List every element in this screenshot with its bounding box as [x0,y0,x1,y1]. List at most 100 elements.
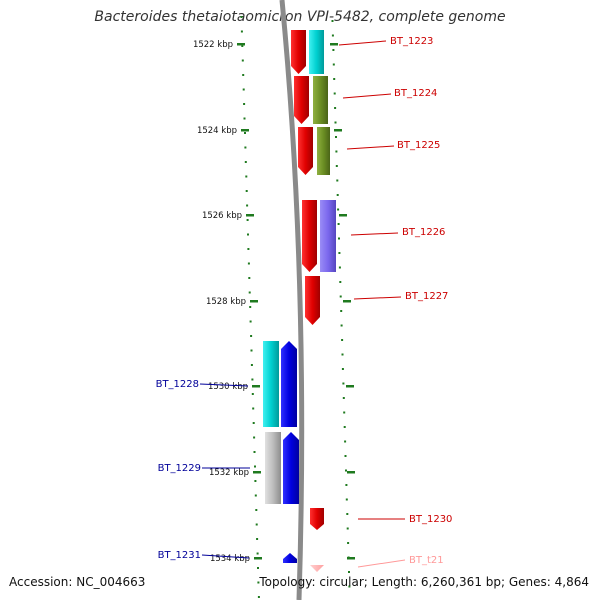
gene-bt-1228-leader-line [199,383,249,387]
gene-bt-1229-label[interactable]: BT_1229 [158,463,201,474]
minor-tick-dot [252,407,255,410]
minor-tick-dot [257,581,260,584]
minor-tick-dot [338,252,341,254]
major-tick [347,471,355,474]
minor-tick-dot [336,179,339,182]
minor-tick-dot [257,596,260,598]
genome-summary-text: Topology: circular; Length: 6,260,361 bp… [259,575,589,589]
gene-bt-1230-arrow[interactable] [310,508,324,530]
gene-bt-1228-arrow[interactable] [281,341,297,427]
major-tick [346,385,354,388]
gene-bt-t21-label[interactable]: BT_t21 [409,555,444,566]
gene-features [263,30,336,572]
minor-tick-dot [345,498,348,501]
minor-tick-dot [255,509,258,511]
gene-bt-1231-label[interactable]: BT_1231 [158,550,201,561]
minor-tick-dot [252,422,255,424]
minor-tick-dot [331,20,334,22]
minor-tick-dot [334,107,337,109]
gene-bt-1223-label[interactable]: BT_1223 [390,36,433,47]
minor-tick-dot [244,132,246,134]
gene-bt-1224-label[interactable]: BT_1224 [394,88,437,99]
tick-label: 1528 kbp [206,297,246,307]
minor-tick-dot [339,281,342,283]
genome-backbone [279,0,305,600]
gene-bt-1226-label[interactable]: BT_1226 [402,227,445,238]
minor-tick-dot [248,291,251,294]
minor-tick-dot [337,208,340,211]
gene-bt-1228-label[interactable]: BT_1228 [156,379,199,390]
gene-labels: BT_1223 BT_1224 BT_1225 BT_1226 BT_1227 BT_12… [156,36,452,568]
gene-bt-1225-label[interactable]: BT_1225 [397,140,440,151]
gene-bt-1223-arrow[interactable] [291,30,306,74]
minor-tick-dot [333,92,336,95]
minor-tick-dot [332,49,335,51]
minor-tick-dot [341,353,344,356]
gene-bt-1224-cog-box [313,76,328,124]
gene-bt-1229-arrow[interactable] [283,432,299,504]
minor-tick-dot [256,538,259,540]
minor-tick-dot [340,324,343,327]
gene-bt-1231-arrow[interactable] [283,553,297,563]
minor-tick-dot [244,161,247,163]
minor-tick-dot [342,382,345,385]
gene-bt-1227-label[interactable]: BT_1227 [405,291,448,302]
minor-tick-dot [335,136,337,138]
minor-tick-dot [247,262,250,265]
minor-tick-dot [348,585,351,588]
minor-tick-dot [338,237,340,240]
major-tick [237,43,245,46]
minor-tick-dot [250,335,253,337]
minor-tick-dot [333,78,336,80]
gene-bt-1225-leader-line [346,145,395,150]
minor-tick-dot [255,523,258,526]
minor-tick-dot [336,194,339,196]
minor-tick-dot [341,368,344,370]
minor-tick-dot [346,513,349,515]
gene-bt-1225-cog-box [317,127,330,175]
gene-bt-1231-leader-line [201,554,250,559]
major-tick [330,43,338,46]
minor-tick-dot [338,266,341,269]
minor-tick-dot [247,248,250,250]
gene-bt-1224-leader-line [342,93,392,99]
minor-tick-dot [240,16,243,18]
minor-tick-dot [345,469,347,472]
gene-bt-1224-arrow[interactable] [294,76,309,124]
major-tick [343,300,351,303]
gene-bt-1226-arrow[interactable] [302,200,317,272]
minor-tick-dot [256,552,259,555]
minor-tick-dot [242,88,245,91]
major-tick [252,385,260,388]
tick-label: 1530 kbp [208,382,248,392]
minor-tick-dot [335,165,338,167]
major-tick [241,129,249,132]
minor-tick-dot [331,34,334,37]
minor-tick-dot [241,45,244,47]
gene-bt-1227-arrow[interactable] [305,276,320,325]
major-tick [254,557,262,560]
minor-tick-dot [251,393,254,395]
gene-bt-1230-label[interactable]: BT_1230 [409,514,452,525]
gene-bt-1225-arrow[interactable] [298,127,313,175]
tick-label: 1532 kbp [209,468,249,478]
gene-bt-t21-arrow[interactable] [310,565,324,572]
minor-tick-dot [254,480,257,482]
gene-bt-1226-leader-line [350,232,399,236]
tick-label: 1526 kbp [202,211,242,221]
minor-tick-dot [344,440,347,443]
minor-tick-dot [246,204,249,207]
minor-tick-dot [248,277,251,279]
minor-tick-dot [347,542,350,544]
tick-label: 1524 kbp [197,126,237,136]
major-tick [339,214,347,217]
gene-bt-1226-cog-box [320,200,336,272]
tick-label: 1534 kbp [210,554,250,564]
tick-label: 1522 kbp [193,40,233,50]
minor-tick-dot [348,571,350,573]
major-tick [347,557,355,560]
minor-tick-dot [340,310,343,312]
major-tick [334,129,342,132]
minor-tick-dot [253,451,256,453]
minor-tick-dots [240,16,351,598]
